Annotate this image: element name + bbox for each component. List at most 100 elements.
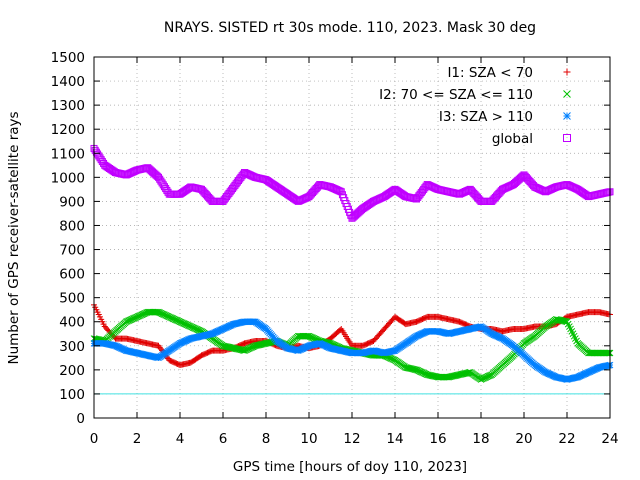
x-tick-label: 24 xyxy=(601,431,618,447)
y-tick-label: 1100 xyxy=(51,146,85,162)
data-point-interp xyxy=(605,188,613,196)
data-point-interp xyxy=(186,335,193,343)
y-axis-label: Number of GPS receiver-satellite rays xyxy=(6,111,22,364)
data-point-interp xyxy=(465,369,473,376)
data-point-interp xyxy=(368,339,375,346)
x-tick-label: 10 xyxy=(300,431,317,447)
data-point-interp xyxy=(110,342,118,349)
data-point-interp xyxy=(592,349,600,357)
y-tick-label: 500 xyxy=(59,291,85,307)
data-point-interp xyxy=(151,170,159,178)
data-point-interp xyxy=(536,185,544,193)
data-point-interp xyxy=(175,340,183,348)
legend-label-1: I1: SZA < 70 xyxy=(447,65,533,81)
data-point-interp xyxy=(460,188,468,196)
data-point-interp xyxy=(409,365,417,373)
axis-ticks: 0 2 4 6 8 10 12 14 16 18 20 22 240100200300400500600… xyxy=(51,50,619,447)
y-tick-label: 1200 xyxy=(51,122,85,138)
data-point-interp xyxy=(334,186,342,194)
data-point-interp xyxy=(160,183,168,191)
data-point-interp xyxy=(218,326,226,333)
y-tick-label: 0 xyxy=(76,411,85,427)
data-point-interp xyxy=(605,361,613,369)
data-point-interp xyxy=(411,333,419,341)
data-point-interp xyxy=(487,329,494,337)
y-tick-label: 1000 xyxy=(51,170,85,186)
x-tick-label: 8 xyxy=(262,431,271,447)
data-point-interp xyxy=(560,317,567,325)
data-point-interp xyxy=(332,186,340,194)
legend-label-4: global xyxy=(492,131,533,147)
y-tick-label: 100 xyxy=(59,387,85,403)
y-tick-label: 800 xyxy=(59,218,85,234)
data-point-interp xyxy=(540,368,548,375)
legend-label-2: I2: 70 <= SZA <= 110 xyxy=(379,87,533,103)
data-point-interp xyxy=(157,177,165,185)
x-tick-label: 0 xyxy=(90,431,99,447)
data-point-interp xyxy=(174,360,181,367)
x-tick-label: 14 xyxy=(386,431,403,447)
data-point-interp xyxy=(96,154,104,162)
data-point-interp xyxy=(573,337,580,345)
chart-title: NRAYS. SISTED rt 30s mode. 110, 2023. Ma… xyxy=(164,20,536,36)
data-point-interp xyxy=(159,181,167,189)
data-point-interp xyxy=(378,328,385,335)
data-point-interp xyxy=(454,328,462,335)
data-point-interp xyxy=(594,364,602,372)
data-point-interp xyxy=(463,369,471,377)
y-tick-label: 300 xyxy=(59,339,85,355)
data-point-interp xyxy=(476,323,484,331)
data-point-interp xyxy=(156,175,164,183)
legend-marker-3 xyxy=(563,112,571,120)
y-tick-label: 1300 xyxy=(51,98,85,114)
data-point-interp xyxy=(605,311,612,318)
data-point-interp xyxy=(153,354,161,361)
x-axis-label: GPS time [hours of doy 110, 2023] xyxy=(233,459,467,475)
x-tick-label: 12 xyxy=(343,431,360,447)
data-point-interp xyxy=(196,333,204,340)
data-point-interp xyxy=(411,366,419,373)
data-point-interp xyxy=(603,349,610,357)
data-point-interp xyxy=(127,169,135,177)
x-tick-label: 4 xyxy=(176,431,185,447)
data-point-interp xyxy=(92,148,100,156)
legend-marker-2 xyxy=(563,90,571,98)
legend-label-3: I3: SZA > 110 xyxy=(439,109,533,125)
series-layer xyxy=(90,144,614,383)
y-tick-label: 1500 xyxy=(51,50,85,66)
data-point-interp xyxy=(546,186,554,194)
data-point-interp xyxy=(422,328,430,336)
data-point-interp xyxy=(551,373,559,380)
data-point-interp xyxy=(279,187,287,195)
series-3 xyxy=(90,318,614,383)
data-point-interp xyxy=(304,342,312,350)
data-point-interp xyxy=(94,150,102,158)
series-4 xyxy=(90,144,614,222)
data-point-interp xyxy=(355,208,363,216)
y-tick-label: 200 xyxy=(59,363,85,379)
data-point-interp xyxy=(497,334,505,342)
data-point-interp xyxy=(97,156,105,164)
data-point-interp xyxy=(336,346,344,354)
legend-marker-1 xyxy=(563,68,571,76)
data-point-interp xyxy=(282,344,290,351)
data-point-interp xyxy=(568,183,576,191)
legend: I1: SZA < 70 I2: 70 <= SZA <= 110 I3: SZA … xyxy=(379,65,571,147)
data-point-interp xyxy=(98,158,106,166)
legend-marker-4 xyxy=(563,134,571,142)
x-tick-label: 20 xyxy=(515,431,532,447)
y-tick-label: 600 xyxy=(59,267,85,283)
data-point-interp xyxy=(121,346,129,354)
data-point-interp xyxy=(207,330,215,338)
x-tick-label: 22 xyxy=(558,431,575,447)
data-point-interp xyxy=(245,171,253,179)
y-tick-label: 1400 xyxy=(51,74,85,90)
x-tick-label: 6 xyxy=(219,431,228,447)
data-point-interp xyxy=(325,344,333,352)
data-point-interp xyxy=(196,354,203,361)
data-point-interp xyxy=(152,171,160,179)
data-point-interp xyxy=(132,349,140,357)
data-point-interp xyxy=(250,318,258,326)
data-point-interp xyxy=(374,195,382,203)
